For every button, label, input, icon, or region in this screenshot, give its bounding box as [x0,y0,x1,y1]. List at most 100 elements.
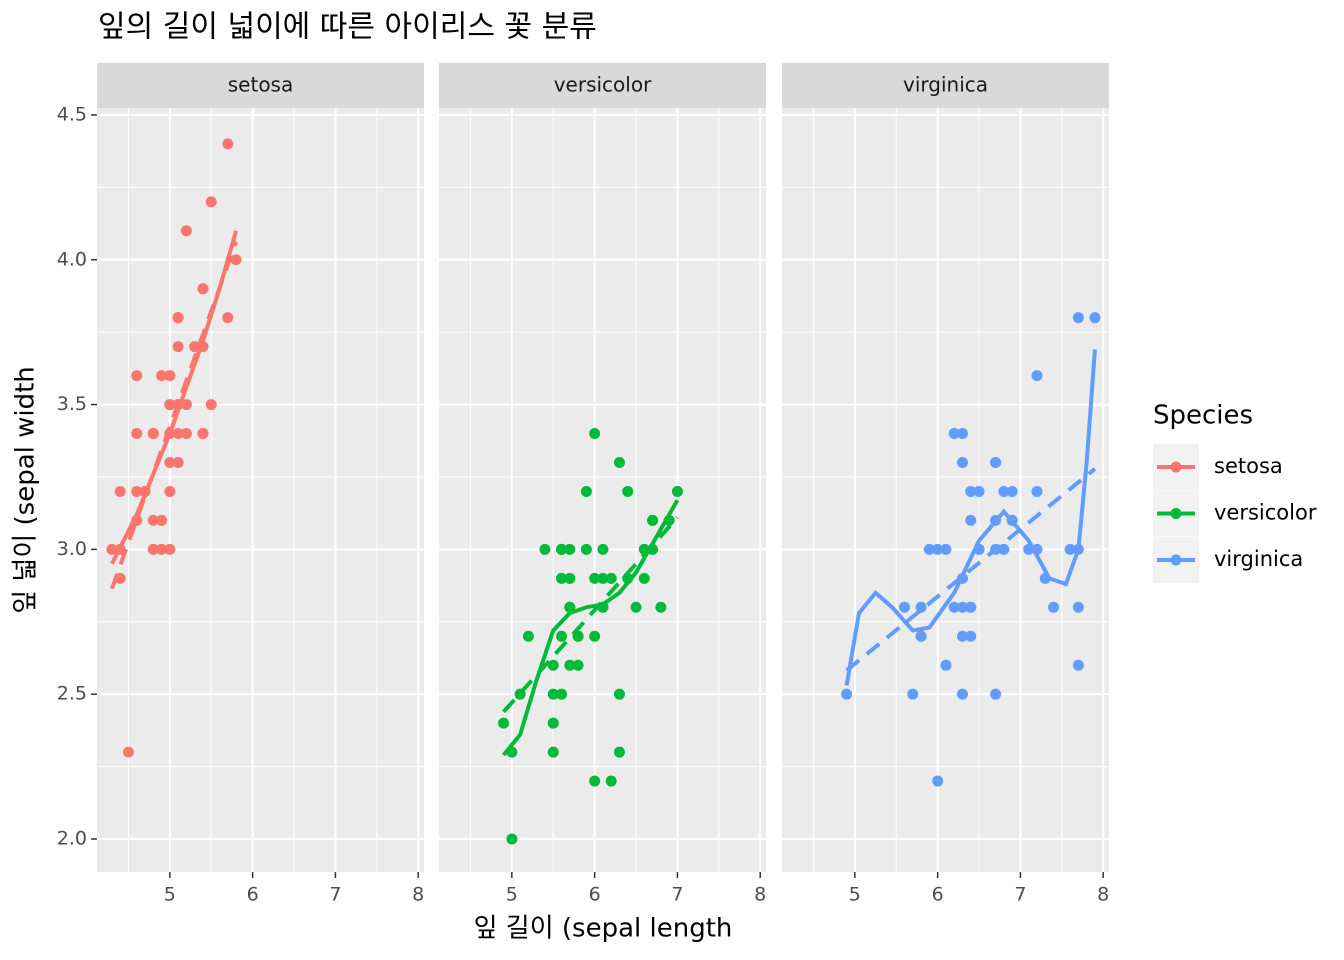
point [147,514,159,526]
point [1072,312,1084,324]
x-tick-label: 5 [506,884,518,906]
point [956,601,968,613]
point [131,485,143,497]
strip-label: virginica [903,73,988,97]
point [923,543,935,555]
point [506,833,518,845]
legend-label: versicolor [1214,501,1317,525]
linear-fit [845,467,1097,672]
y-tick-label: 3.5 [57,393,87,415]
point [564,659,576,671]
x-tick-label: 8 [1097,884,1109,906]
point [965,601,977,613]
point [998,543,1010,555]
point [1031,370,1043,382]
point [156,370,168,382]
point [965,630,977,642]
point [940,659,952,671]
point [556,543,568,555]
point [647,514,659,526]
y-tick-label: 3.0 [57,538,87,560]
point [564,543,576,555]
point [556,688,568,700]
panel-background [782,108,1109,872]
point [613,456,625,468]
point [114,485,126,497]
point [172,456,184,468]
point [172,312,184,324]
point [164,399,176,411]
point [564,572,576,584]
point [498,717,510,729]
x-tick-label: 5 [849,884,861,906]
point [156,543,168,555]
point [1072,659,1084,671]
point [948,428,960,440]
point [841,688,853,700]
point [164,485,176,497]
point [597,543,609,555]
point [172,341,184,353]
point [547,688,559,700]
legend-label: virginica [1214,547,1303,571]
point [1064,543,1076,555]
y-tick-label: 4.0 [57,248,87,270]
point [539,543,551,555]
point [899,601,911,613]
point [932,543,944,555]
strip-background [439,63,766,108]
point [230,254,242,266]
point [164,370,176,382]
point [547,746,559,758]
y-tick-label: 2.5 [57,683,87,705]
strip-background [97,63,424,108]
panel-background [97,108,424,872]
point [180,399,192,411]
point [147,428,159,440]
point [589,572,601,584]
point [164,543,176,555]
smooth-curve [844,349,1097,686]
point [547,659,559,671]
point [131,428,143,440]
panel-background [439,108,766,872]
point [907,688,919,700]
point [180,428,192,440]
y-tick-label: 2.0 [57,827,87,849]
point [189,341,201,353]
x-tick-label: 8 [754,884,766,906]
strip-label: versicolor [554,73,652,97]
point [589,775,601,787]
point [973,485,985,497]
y-tick-label: 4.5 [57,103,87,125]
x-tick-label: 6 [247,884,259,906]
point [1006,485,1018,497]
point [556,630,568,642]
legend-point [1170,508,1182,519]
point [556,572,568,584]
point [671,485,683,497]
point [1089,312,1101,324]
point [948,601,960,613]
point [630,601,642,613]
point [172,428,184,440]
x-axis-title: 잎 길이 (sepal length [474,914,733,944]
y-axis-title: 잎 넓이 (sepal width [11,366,41,614]
point [197,428,209,440]
legend-point [1170,461,1182,473]
linear-fit [110,241,238,590]
x-tick-label: 6 [589,884,601,906]
point [965,485,977,497]
smooth-curve [502,499,680,757]
point [1031,485,1043,497]
point [547,717,559,729]
strip-background [782,63,1109,108]
x-tick-label: 7 [1014,884,1026,906]
strip-label: setosa [228,73,293,97]
point [622,485,634,497]
point [915,630,927,642]
point [597,572,609,584]
point [956,630,968,642]
point [205,399,217,411]
point [605,775,617,787]
